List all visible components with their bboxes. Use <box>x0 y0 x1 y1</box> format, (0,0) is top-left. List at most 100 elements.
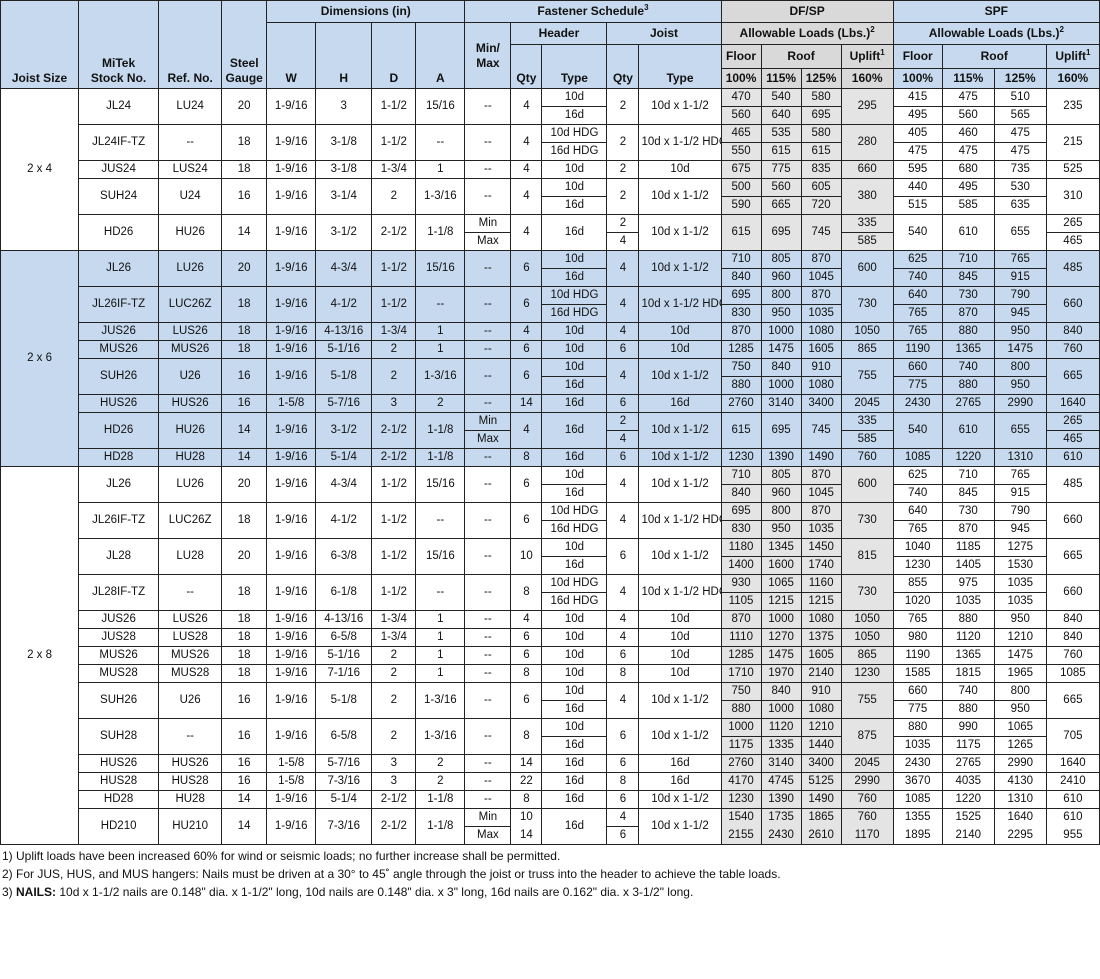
ref-no-cell: U26 <box>158 358 223 395</box>
gauge-cell: 16 <box>221 358 268 395</box>
spf-load-cell: 640 <box>892 286 943 305</box>
header-type-cell: 16d <box>541 106 608 125</box>
header-type-cell: 10d HDG <box>541 574 608 593</box>
dfsp-load-cell: 1215 <box>800 592 842 611</box>
col-spf-uplift: Uplift1 <box>1045 44 1100 69</box>
joist-type-cell: 10d x 1-1/2 <box>638 808 722 845</box>
header-qty-cell: 4 <box>510 214 543 251</box>
dim-h-cell: 5-1/8 <box>315 682 373 719</box>
header-type-cell: 16d <box>541 394 608 413</box>
dfsp-uplift-cell: 2990 <box>840 772 894 791</box>
col-gauge-line2: Gauge <box>225 71 263 85</box>
spf-uplift-cell: 235 <box>1045 88 1100 125</box>
ref-no-cell: HUS26 <box>158 754 223 773</box>
dfsp-allowable-text: Allowable Loads (Lbs.) <box>739 26 871 40</box>
spf-load-cell: 1065 <box>993 718 1047 737</box>
header-type-cell: 10d <box>541 646 608 665</box>
stock-no-cell: JUS26 <box>78 322 160 341</box>
joist-type-cell: 10d x 1-1/2 <box>638 682 722 719</box>
joist-type-text: 10d x 1-1/2 <box>651 793 709 805</box>
spf-uplift-cell: 310 <box>1045 178 1100 215</box>
min-max-cell: -- <box>464 628 512 647</box>
dim-h-cell: 6-3/8 <box>315 538 373 575</box>
min-max-cell: -- <box>464 358 512 395</box>
spf-uplift-cell: 525 <box>1045 160 1100 179</box>
dfsp-load-cell: 1285 <box>720 340 762 359</box>
spf-uplift-footnote: 1 <box>1085 48 1091 57</box>
dim-a-cell: 2 <box>415 754 466 773</box>
joist-type-text: 16d <box>670 775 690 787</box>
dim-h-cell: 5-7/16 <box>315 394 373 413</box>
spf-uplift-cell: 265 <box>1045 412 1100 431</box>
gauge-cell: 16 <box>221 682 268 719</box>
dfsp-load-cell: 950 <box>760 304 802 323</box>
col-dfsp-pct-115: 115% <box>760 68 802 89</box>
col-stock-no-line1: MiTek <box>102 56 136 70</box>
dfsp-load-cell: 910 <box>800 682 842 701</box>
table-row-sub: 16d 590 665 720 515 585 635 <box>1 196 1100 215</box>
dfsp-load-cell: 1065 <box>760 574 802 593</box>
dfsp-load-cell: 1105 <box>720 592 762 611</box>
dfsp-load-cell: 2760 <box>720 394 762 413</box>
joist-type-text: 10d x 1-1/2 <box>651 550 709 562</box>
footnote-3-text: 10d x 1-1/2 nails are 0.148" dia. x 1-1/… <box>56 885 694 899</box>
dfsp-load-cell: 1600 <box>760 556 802 575</box>
spf-uplift-cell: 265 <box>1045 214 1100 233</box>
dfsp-load-cell: 745 <box>800 412 842 449</box>
dim-w-cell: 1-9/16 <box>266 574 317 611</box>
dfsp-load-cell: 840 <box>720 268 762 287</box>
dfsp-uplift-cell: 1050 <box>840 322 894 341</box>
spf-load-cell: 1190 <box>892 646 943 665</box>
header-type-cell: 16d <box>541 556 608 575</box>
spf-load-cell: 1640 <box>993 808 1047 827</box>
joist-qty-cell: 4 <box>606 574 640 611</box>
table-row: 2 x 6 JL26 LU26 20 1-9/16 4-3/4 1-1/2 15/16 -- 6 1… <box>0 250 1100 467</box>
dfsp-load-cell: 465 <box>720 124 762 143</box>
joist-qty-cell: 2 <box>606 412 640 431</box>
table-row-sub: 16d HDG 830 950 1035 765 870 945 <box>1 520 1100 539</box>
header-type-cell: 16d HDG <box>541 142 608 161</box>
spf-load-cell: 765 <box>892 304 943 323</box>
dfsp-load-cell: 840 <box>720 484 762 503</box>
joist-qty-cell: 4 <box>606 358 640 395</box>
dfsp-load-cell: 580 <box>800 88 842 107</box>
dim-d-cell: 2-1/2 <box>371 214 417 251</box>
dfsp-load-cell: 1390 <box>760 790 802 809</box>
table-row-sub: 16d 560 640 695 495 560 565 <box>1 106 1100 125</box>
header-type-cell: 16d <box>541 214 608 251</box>
col-stock-no: MiTek Stock No. <box>78 0 160 89</box>
ref-no-cell: HU26 <box>158 214 223 251</box>
dfsp-load-cell: 3140 <box>760 394 802 413</box>
dfsp-load-cell: 2760 <box>720 754 762 773</box>
dim-d-cell: 1-1/2 <box>371 124 417 161</box>
stock-no-cell: HUS26 <box>78 754 160 773</box>
spf-load-cell: 1585 <box>892 664 943 683</box>
gauge-cell: 20 <box>221 538 268 575</box>
spf-load-cell: 1085 <box>892 790 943 809</box>
dim-a-cell: 1-3/16 <box>415 178 466 215</box>
spf-load-cell: 740 <box>941 358 995 377</box>
min-max-cell: -- <box>464 664 512 683</box>
col-dfsp: DF/SP <box>720 0 894 23</box>
dim-d-cell: 1-3/4 <box>371 322 417 341</box>
col-joist-type: Type <box>638 44 722 89</box>
dfsp-load-cell: 1000 <box>760 376 802 395</box>
table-row: SUH24 U24 16 1-9/16 3-1/4 2 1-3/16 -- 4 10d 2 10d x… <box>1 178 1100 215</box>
dfsp-load-cell: 3400 <box>800 754 842 773</box>
spf-load-cell: 1220 <box>941 448 995 467</box>
min-max-cell: -- <box>464 466 512 503</box>
table-row-sub: Max 4 585 465 <box>1 430 1100 449</box>
spf-load-cell: 1405 <box>941 556 995 575</box>
spf-load-cell: 1365 <box>941 646 995 665</box>
joist-qty-cell: 4 <box>606 250 640 287</box>
ref-no-cell: U26 <box>158 682 223 719</box>
header-type-cell: 16d <box>541 754 608 773</box>
header-type-cell: 16d HDG <box>541 304 608 323</box>
header-type-cell: 10d <box>541 340 608 359</box>
spf-load-cell: 1210 <box>993 628 1047 647</box>
gauge-cell: 20 <box>221 250 268 287</box>
dim-h-cell: 5-1/4 <box>315 448 373 467</box>
dfsp-uplift-cell: 2045 <box>840 394 894 413</box>
spf-load-cell: 4035 <box>941 772 995 791</box>
stock-no-cell: HUS28 <box>78 772 160 791</box>
